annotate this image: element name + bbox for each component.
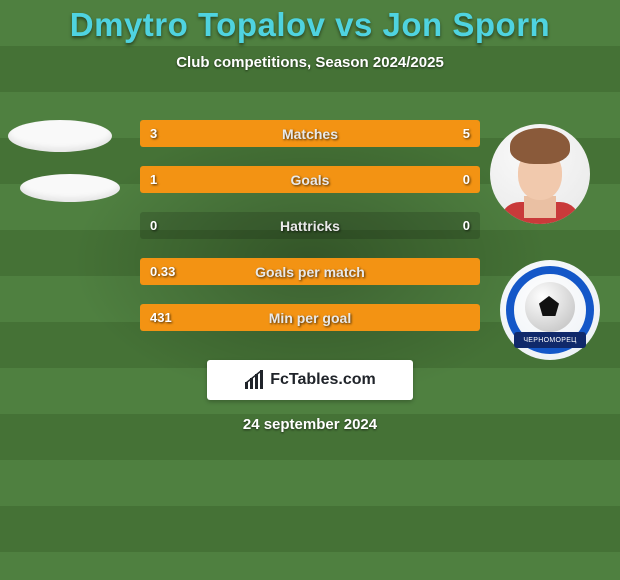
date-text: 24 september 2024	[0, 416, 620, 433]
badge-ball-icon	[525, 282, 575, 332]
page-subtitle: Club competitions, Season 2024/2025	[176, 54, 444, 71]
avatar-ellipse	[20, 174, 120, 202]
stat-row: 0.33Goals per match	[140, 258, 480, 285]
stat-row: 10Goals	[140, 166, 480, 193]
stat-label: Goals per match	[140, 258, 480, 285]
player-right-avatar	[490, 124, 590, 224]
player-left-avatar	[8, 110, 112, 214]
stats-list: 35Matches 10Goals 00Hattricks 0.33Goals per…	[140, 120, 480, 331]
badge-ribbon: ЧЕРНОМОРЕЦ	[514, 332, 586, 348]
stat-row: 35Matches	[140, 120, 480, 147]
brand-text: FcTables.com	[270, 371, 376, 389]
stat-row: 00Hattricks	[140, 212, 480, 239]
avatar-hair	[510, 128, 570, 164]
stat-row: 431Min per goal	[140, 304, 480, 331]
page-title: Dmytro Topalov vs Jon Sporn	[70, 6, 550, 44]
brand-badge: FcTables.com	[207, 360, 413, 400]
avatar-ellipse	[8, 120, 112, 152]
stat-label: Matches	[140, 120, 480, 147]
club-badge-right: ЧЕРНОМОРЕЦ	[500, 260, 600, 360]
bars-icon	[244, 370, 264, 390]
container: Dmytro Topalov vs Jon Sporn Club competi…	[0, 0, 620, 580]
stat-label: Hattricks	[140, 212, 480, 239]
stat-label: Goals	[140, 166, 480, 193]
stat-label: Min per goal	[140, 304, 480, 331]
